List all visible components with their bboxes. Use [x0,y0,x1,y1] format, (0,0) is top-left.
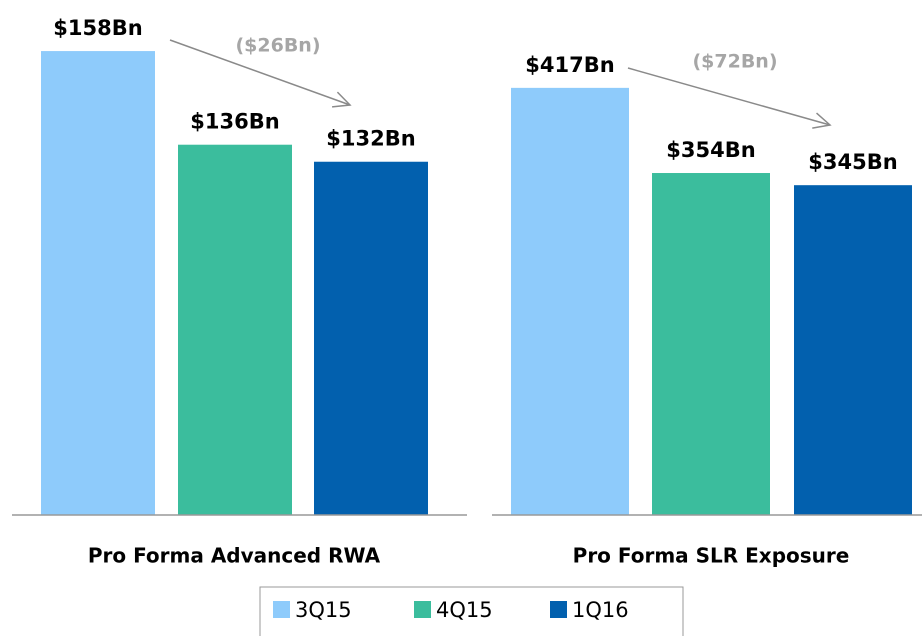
bar [652,173,770,515]
value-label: $132Bn [326,127,415,151]
legend-box [259,586,684,636]
value-label: $158Bn [53,16,142,40]
annotation: ($72Bn) [692,51,777,73]
arrow [169,39,351,106]
legend-swatch [550,601,567,618]
legend-label: 4Q15 [436,598,493,622]
bar [794,185,912,516]
value-label: $417Bn [525,53,614,77]
value-label: $136Bn [190,110,279,134]
value-label: $354Bn [666,138,755,162]
annotation: ($26Bn) [235,35,320,57]
bar [178,144,292,515]
x-axis-label: Pro Forma SLR Exposure [573,544,850,568]
bar [314,161,428,515]
legend-swatch [414,601,431,618]
arrow-head [812,112,832,129]
arrow [627,67,831,126]
legend-label: 1Q16 [572,598,629,622]
arrow-head [332,91,352,108]
bar [511,87,629,515]
value-label: $345Bn [808,150,897,174]
legend-label: 3Q15 [295,598,352,622]
x-axis-label: Pro Forma Advanced RWA [88,544,381,568]
legend-swatch [273,601,290,618]
bar [41,51,155,516]
